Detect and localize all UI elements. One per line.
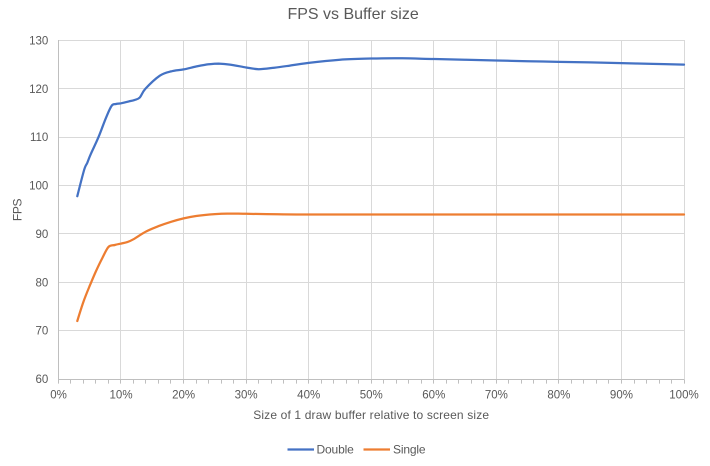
svg-text:70%: 70% bbox=[485, 389, 508, 401]
svg-text:FPS: FPS bbox=[11, 199, 25, 222]
svg-text:70: 70 bbox=[36, 326, 49, 338]
svg-text:FPS vs Buffer size: FPS vs Buffer size bbox=[287, 6, 418, 23]
svg-text:110: 110 bbox=[30, 132, 48, 144]
svg-text:60: 60 bbox=[36, 374, 49, 386]
svg-text:30%: 30% bbox=[235, 389, 258, 401]
svg-text:10%: 10% bbox=[110, 389, 133, 401]
svg-text:Size of 1 draw buffer relative: Size of 1 draw buffer relative to screen… bbox=[253, 408, 489, 422]
svg-text:50%: 50% bbox=[360, 389, 383, 401]
svg-text:130: 130 bbox=[29, 35, 48, 47]
svg-text:80%: 80% bbox=[547, 389, 570, 401]
svg-text:120: 120 bbox=[29, 84, 48, 96]
svg-text:0%: 0% bbox=[50, 389, 67, 401]
svg-text:90: 90 bbox=[36, 229, 49, 241]
svg-text:90%: 90% bbox=[610, 389, 633, 401]
svg-text:20%: 20% bbox=[172, 389, 195, 401]
svg-text:Double: Double bbox=[317, 443, 355, 457]
svg-text:60%: 60% bbox=[422, 389, 445, 401]
svg-text:40%: 40% bbox=[297, 389, 320, 401]
svg-text:100%: 100% bbox=[669, 389, 698, 401]
svg-text:80: 80 bbox=[36, 277, 49, 289]
svg-text:Single: Single bbox=[393, 443, 426, 457]
svg-text:100: 100 bbox=[29, 181, 48, 193]
